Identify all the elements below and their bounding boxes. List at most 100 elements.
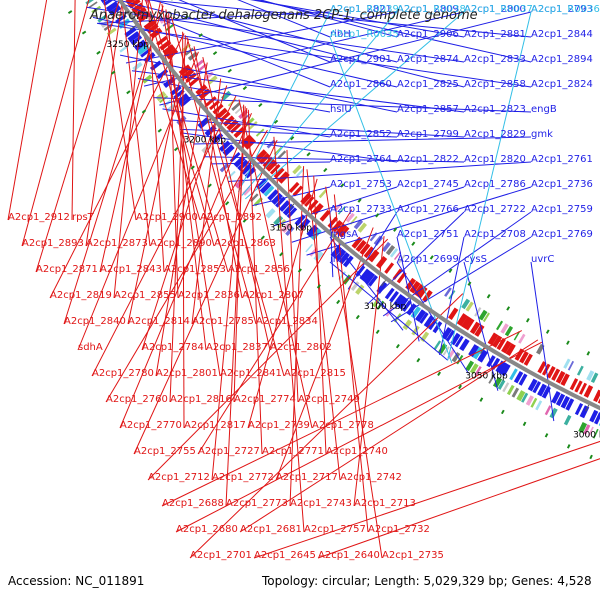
gene-feature bbox=[267, 189, 279, 201]
gene-feature bbox=[454, 335, 464, 348]
gene-feature bbox=[423, 315, 435, 328]
gene-feature bbox=[519, 351, 529, 364]
gene-label: A2cp1_2680 bbox=[176, 524, 238, 535]
minor-scale-tick bbox=[279, 252, 284, 257]
gene-feature bbox=[288, 181, 300, 193]
gene-label: A2cp1_2735 bbox=[382, 550, 444, 561]
gene-feature bbox=[504, 325, 514, 337]
label-leader-line bbox=[49, 33, 185, 299]
gene-feature bbox=[569, 378, 579, 391]
gene-label: sdhA bbox=[78, 342, 103, 353]
gene-feature bbox=[469, 321, 481, 335]
label-leader-line bbox=[186, 37, 285, 377]
gene-feature bbox=[237, 159, 249, 172]
minor-scale-tick bbox=[525, 318, 530, 323]
gene-feature bbox=[318, 189, 328, 199]
gene-feature bbox=[450, 332, 461, 346]
label-leader-line bbox=[329, 261, 449, 361]
gene-feature bbox=[518, 373, 528, 386]
label-leader-line bbox=[228, 161, 532, 183]
minor-scale-tick bbox=[242, 85, 248, 91]
gene-feature bbox=[409, 280, 421, 294]
label-leader-line bbox=[382, 211, 532, 317]
gene-feature bbox=[278, 200, 291, 212]
label-leader-line bbox=[317, 458, 600, 559]
gene-label: A2cp1_2772 bbox=[212, 472, 274, 483]
gene-feature bbox=[514, 348, 525, 361]
gene-feature bbox=[402, 319, 413, 331]
label-leader-line bbox=[145, 0, 215, 247]
gene-feature bbox=[523, 353, 533, 366]
gene-feature bbox=[537, 361, 547, 374]
minor-scale-tick bbox=[258, 102, 263, 108]
gene-feature bbox=[502, 382, 510, 393]
gene-label: A2cp1_2856 bbox=[228, 264, 290, 275]
gene-feature bbox=[305, 243, 313, 253]
gene-feature bbox=[419, 312, 429, 324]
gene-feature bbox=[488, 374, 495, 384]
gene-feature bbox=[258, 152, 271, 165]
gene-feature bbox=[486, 355, 496, 368]
gene-label: A2cp1_2755 bbox=[134, 446, 196, 457]
gene-label: A2cp1_2749 bbox=[298, 394, 360, 405]
label-leader-line bbox=[211, 108, 248, 481]
minor-scale-tick bbox=[242, 218, 247, 223]
gene-feature bbox=[459, 338, 470, 352]
minor-scale-tick bbox=[157, 128, 163, 133]
minor-scale-tick bbox=[224, 201, 230, 206]
label-leader-line bbox=[390, 236, 532, 323]
gene-feature bbox=[461, 298, 471, 310]
gene-feature bbox=[478, 309, 488, 321]
gene-label: A2cp1_2863 bbox=[214, 238, 276, 249]
gene-feature bbox=[495, 360, 507, 374]
gene-label: A2cp1_2774 bbox=[234, 394, 296, 405]
gene-feature bbox=[474, 324, 485, 337]
gene-feature bbox=[155, 91, 167, 102]
gene-feature bbox=[97, 14, 108, 23]
gene-feature bbox=[441, 327, 453, 340]
gene-feature bbox=[567, 360, 575, 371]
gene-feature bbox=[231, 102, 241, 112]
gene-feature bbox=[88, 1, 98, 9]
label-leader-line bbox=[329, 236, 404, 331]
gene-feature bbox=[544, 405, 552, 416]
gene-feature bbox=[513, 370, 524, 384]
minor-scale-tick bbox=[522, 421, 527, 427]
gene-feature bbox=[535, 400, 543, 411]
scale-label: 3150 kbp bbox=[270, 223, 313, 233]
label-leader-line bbox=[131, 70, 465, 113]
gene-feature bbox=[355, 284, 365, 295]
gene-label: A2cp1_2873 bbox=[86, 238, 148, 249]
gene-feature bbox=[456, 313, 468, 327]
label-leader-line bbox=[238, 99, 313, 429]
gene-label: A2cp1_2809 bbox=[397, 4, 459, 15]
label-leader-line bbox=[77, 51, 199, 351]
minor-scale-tick bbox=[297, 268, 302, 273]
gene-label: A2cp1_2852 bbox=[330, 129, 392, 140]
label-leader-line bbox=[91, 95, 237, 377]
gene-feature bbox=[337, 206, 346, 215]
gene-feature bbox=[392, 268, 403, 280]
minor-scale-tick bbox=[96, 50, 101, 55]
gene-label: A2cp1_2802 bbox=[270, 342, 332, 353]
scale-label: 3100 kbp bbox=[364, 302, 407, 312]
gene-feature bbox=[124, 26, 137, 38]
gene-feature bbox=[259, 181, 272, 194]
gene-label: A2cp1_R0039 bbox=[330, 4, 399, 15]
gene-feature bbox=[292, 164, 302, 175]
gene-label: A2cp1_2853 bbox=[164, 264, 226, 275]
gene-feature bbox=[506, 384, 515, 396]
gene-feature bbox=[384, 287, 395, 300]
gene-feature bbox=[530, 397, 538, 408]
gene-feature bbox=[108, 5, 122, 16]
genome-backbone bbox=[117, 0, 600, 411]
minor-scale-tick bbox=[67, 10, 73, 15]
minor-scale-tick bbox=[141, 109, 147, 114]
scale-tick bbox=[288, 203, 295, 210]
minor-scale-tick bbox=[479, 397, 484, 402]
gene-label: A2cp1_2757 bbox=[304, 524, 366, 535]
gene-feature bbox=[271, 192, 283, 205]
gene-label: A2cp1_2901 bbox=[330, 54, 392, 65]
minor-scale-tick bbox=[212, 51, 218, 56]
gene-feature bbox=[555, 393, 566, 407]
